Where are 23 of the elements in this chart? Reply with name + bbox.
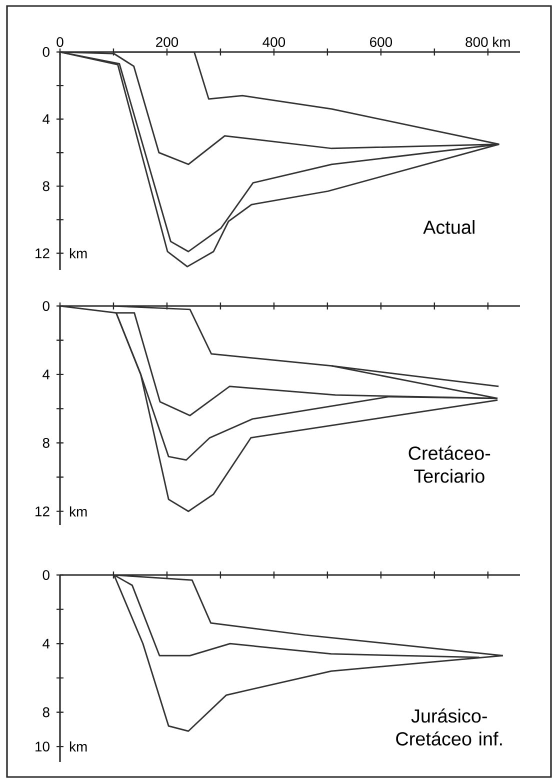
y-tick-label: 4 <box>42 370 50 380</box>
y-axis-title: km <box>70 248 87 258</box>
y-tick-label: 12 <box>36 506 50 516</box>
y-tick-label: 4 <box>42 638 50 648</box>
text: Actual <box>423 220 474 234</box>
y-tick-label: 0 <box>42 47 50 57</box>
x-tick-label: 400 <box>262 37 286 47</box>
y-tick-label: 8 <box>42 181 50 192</box>
x-tick-label: 200 <box>156 37 178 47</box>
y-tick-label: 4 <box>42 114 50 124</box>
y-tick-label: 12 <box>36 248 50 258</box>
y-axis-title: km <box>70 741 87 752</box>
y-tick-label: 0 <box>42 301 50 311</box>
x-tick-label: 800 km <box>466 36 510 47</box>
y-tick-label: 8 <box>42 707 50 718</box>
text: Cretáceo-Terciario <box>408 446 490 483</box>
x-tick-label: 0 <box>56 37 64 47</box>
x-tick-label: 600 <box>370 37 392 47</box>
text: Jurásico-Cretáceo inf. <box>396 708 502 746</box>
y-tick-label: 0 <box>42 570 50 580</box>
y-tick-label: 10 <box>36 742 50 752</box>
y-tick-label: 8 <box>42 438 50 448</box>
y-axis-title: km <box>70 506 87 516</box>
